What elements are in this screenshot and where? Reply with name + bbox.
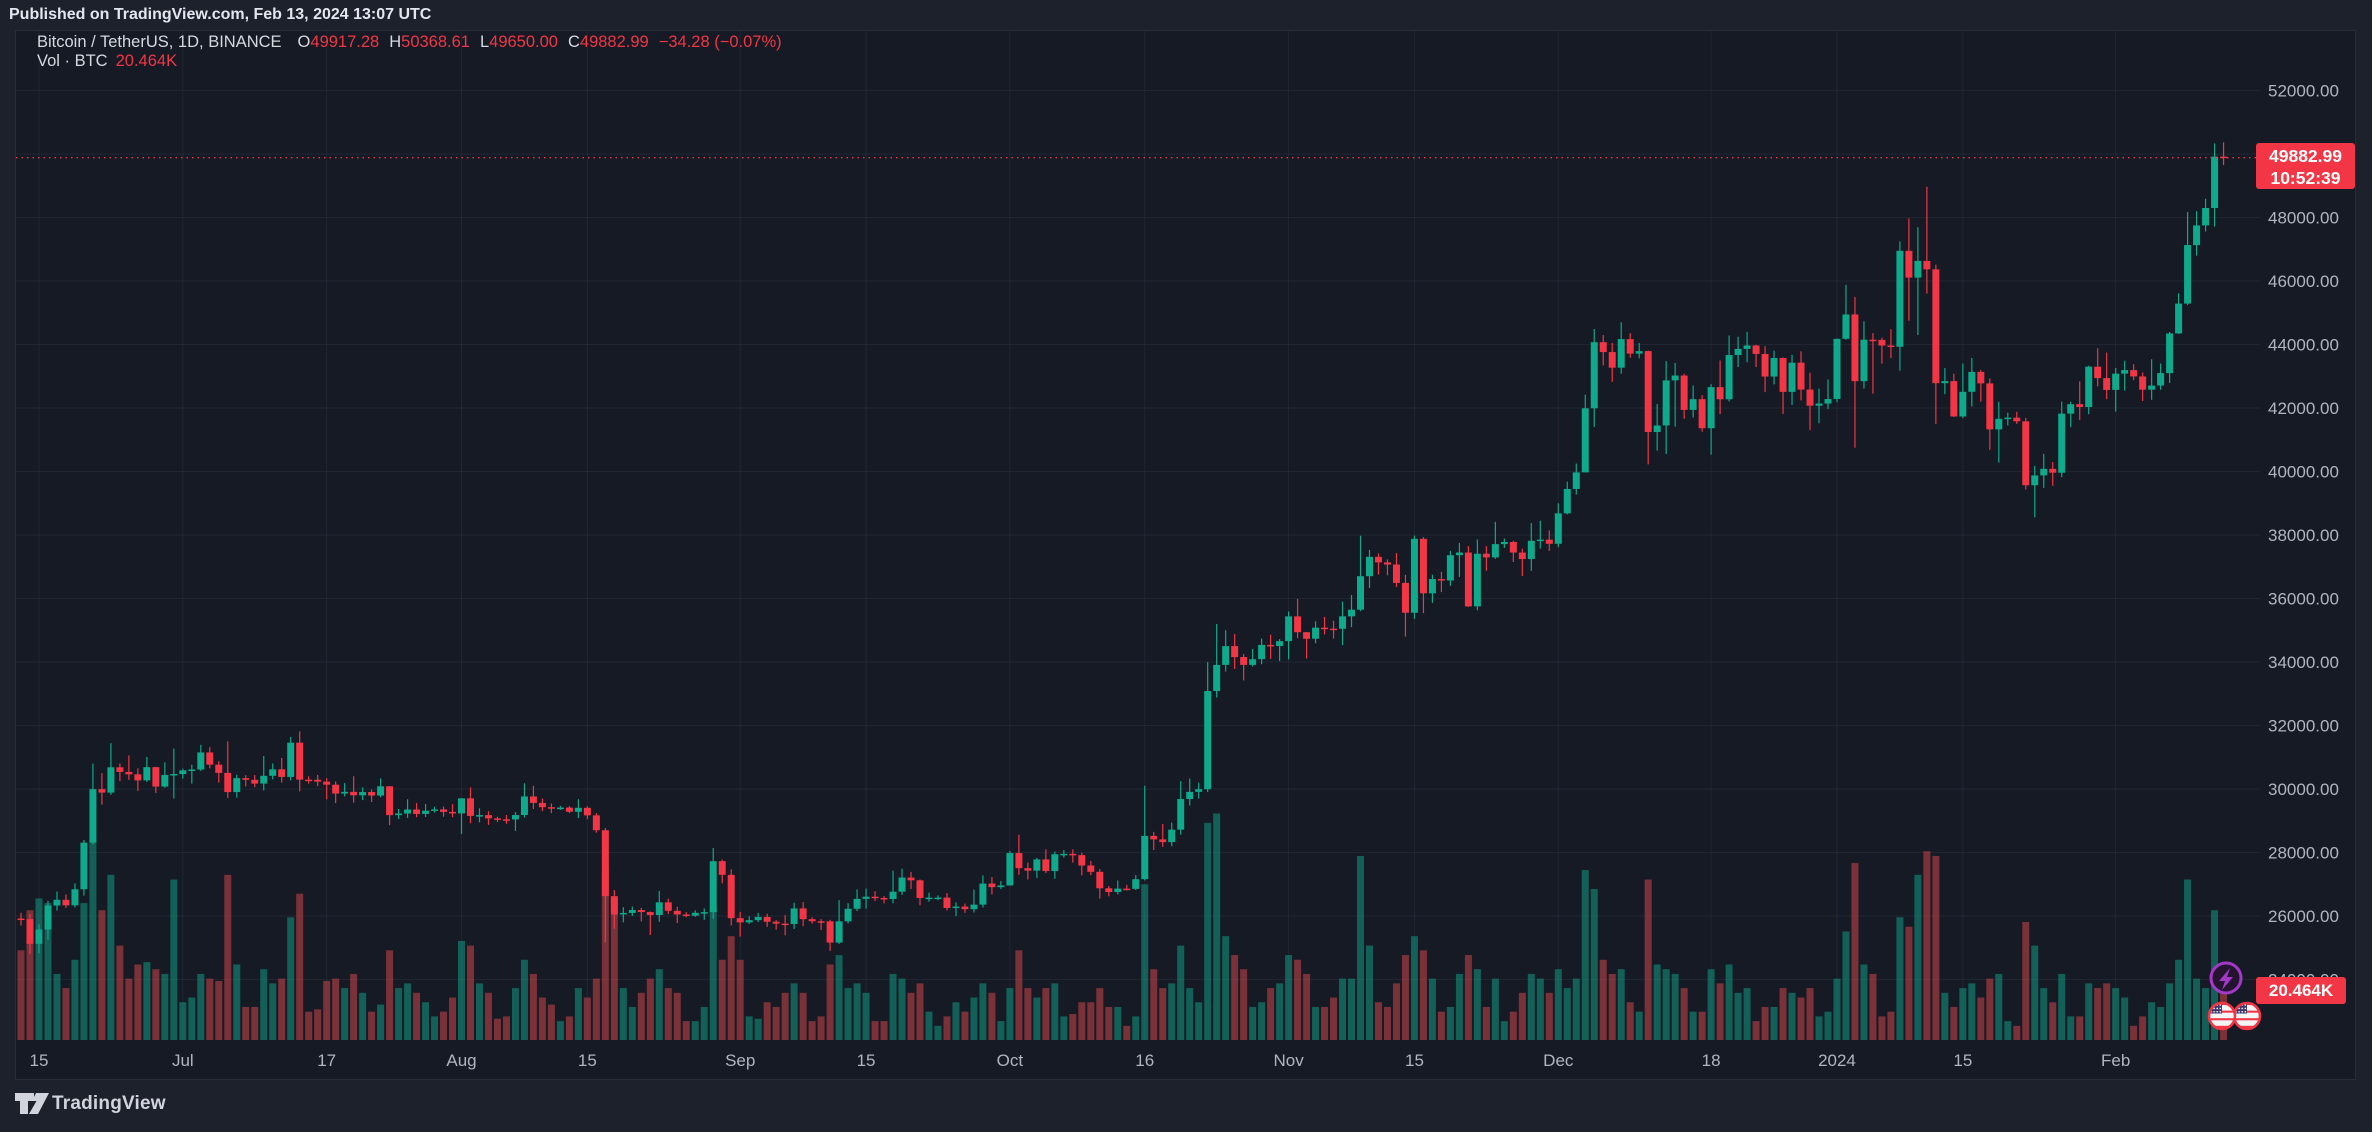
close-value: 49882.99: [579, 33, 649, 51]
tradingview-logo-icon[interactable]: [15, 1092, 49, 1116]
open-label: O: [297, 33, 311, 51]
high-value: 50368.61: [401, 33, 470, 51]
svg-text:15: 15: [578, 1051, 597, 1070]
svg-text:Feb: Feb: [2101, 1051, 2130, 1070]
svg-text:15: 15: [857, 1051, 876, 1070]
legend: Bitcoin / TetherUS, 1D, BINANCE O49917.28…: [37, 33, 782, 71]
last-price-badge: 49882.99 10:52:39: [2256, 143, 2355, 189]
svg-text:36000.00: 36000.00: [2268, 590, 2339, 609]
time-axis[interactable]: 15 Jul 17 Aug 15 Sep 15 Oct 16 Nov 15 Dec 18 2024 15 Fe…: [30, 1051, 2131, 1070]
high-label: H: [389, 33, 402, 51]
svg-text:42000.00: 42000.00: [2268, 399, 2339, 418]
svg-text:48000.00: 48000.00: [2268, 209, 2339, 228]
published-banner: Published on TradingView.com, Feb 13, 20…: [0, 0, 2372, 30]
last-volume-value: 20.464K: [2268, 981, 2334, 1000]
last-price-value: 49882.99: [2269, 146, 2342, 166]
low-value: 49650.00: [489, 33, 558, 51]
svg-text:Aug: Aug: [446, 1051, 476, 1070]
svg-text:Dec: Dec: [1543, 1051, 1574, 1070]
svg-text:28000.00: 28000.00: [2268, 844, 2339, 863]
volume-pane: [17, 813, 2228, 1040]
svg-text:Jul: Jul: [172, 1051, 194, 1070]
event-markers[interactable]: [2207, 961, 2262, 1031]
candles-pane: [17, 142, 2228, 955]
svg-text:52000.00: 52000.00: [2268, 82, 2339, 101]
change-value: −34.28 (−0.07%): [658, 33, 782, 51]
chart-frame: [15, 30, 2356, 1080]
svg-text:30000.00: 30000.00: [2268, 780, 2339, 799]
svg-text:15: 15: [1405, 1051, 1424, 1070]
last-volume-badge: 20.464K: [2256, 977, 2346, 1004]
svg-text:44000.00: 44000.00: [2268, 336, 2339, 355]
svg-text:16: 16: [1135, 1051, 1154, 1070]
svg-text:32000.00: 32000.00: [2268, 717, 2339, 736]
svg-text:34000.00: 34000.00: [2268, 653, 2339, 672]
legend-symbol-row: Bitcoin / TetherUS, 1D, BINANCE O49917.28…: [37, 33, 782, 52]
open-value: 49917.28: [310, 33, 380, 51]
legend-volume-row: Vol · BTC 20.464K: [37, 52, 782, 71]
svg-text:17: 17: [317, 1051, 336, 1070]
svg-text:40000.00: 40000.00: [2268, 463, 2339, 482]
price-axis[interactable]: 52000.00 48000.00 46000.00 44000.00 42000.00…: [2268, 82, 2339, 990]
svg-text:15: 15: [30, 1051, 49, 1070]
lightning-event-icon[interactable]: [2209, 961, 2243, 995]
close-label: C: [567, 33, 580, 51]
svg-text:26000.00: 26000.00: [2268, 907, 2339, 926]
volume-value: 20.464K: [115, 52, 178, 70]
svg-text:Sep: Sep: [725, 1051, 755, 1070]
svg-text:2024: 2024: [1818, 1051, 1856, 1070]
svg-text:46000.00: 46000.00: [2268, 272, 2339, 291]
symbol-title: Bitcoin / TetherUS, 1D, BINANCE: [37, 33, 282, 51]
volume-label: Vol · BTC: [37, 52, 108, 70]
svg-text:Nov: Nov: [1273, 1051, 1304, 1070]
low-label: L: [479, 33, 490, 51]
svg-text:18: 18: [1702, 1051, 1721, 1070]
countdown-timer: 10:52:39: [2270, 168, 2341, 188]
svg-text:38000.00: 38000.00: [2268, 526, 2339, 545]
svg-text:Oct: Oct: [997, 1051, 1024, 1070]
published-text: Published on TradingView.com, Feb 13, 20…: [9, 6, 432, 23]
footer: TradingView: [0, 1081, 2372, 1132]
tradingview-brand-text[interactable]: TradingView: [52, 1093, 166, 1114]
us-flag-event-icon[interactable]: [2232, 1001, 2262, 1031]
us-flag-event-icon[interactable]: [2207, 1001, 2237, 1031]
svg-text:15: 15: [1953, 1051, 1972, 1070]
